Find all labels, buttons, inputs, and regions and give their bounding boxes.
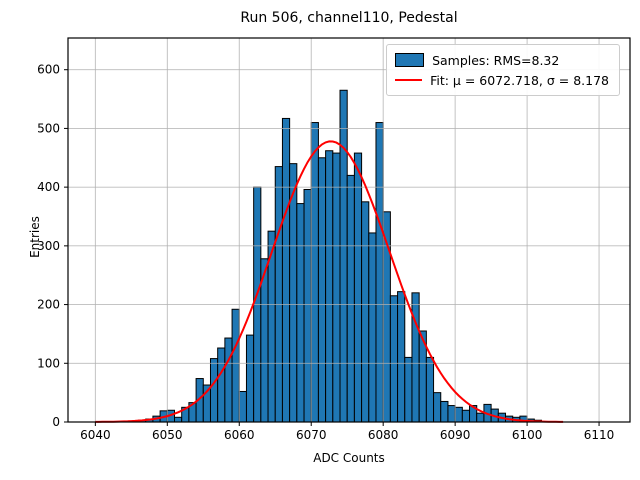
histogram-bar: [209, 358, 219, 423]
samples-swatch-icon: [395, 53, 425, 67]
axes-spines: [67, 37, 631, 423]
histogram-bar: [217, 347, 226, 423]
y-tick-label: 100: [37, 356, 60, 370]
histogram-bar: [303, 188, 312, 423]
chart-title: Run 506, channel110, Pedestal: [240, 10, 458, 26]
histogram-bar: [440, 400, 449, 423]
histogram-bar: [310, 122, 319, 423]
histogram-bar: [447, 405, 456, 423]
histogram-bar: [368, 232, 377, 423]
histogram-bar: [238, 390, 247, 423]
x-tick-label: 6100: [512, 428, 543, 442]
histogram-bar: [339, 89, 348, 423]
x-tick-label: 6060: [224, 428, 255, 442]
x-axis-label: ADC Counts: [313, 451, 385, 465]
histogram-bar: [281, 117, 291, 423]
histogram-bar: [454, 406, 463, 423]
histogram-bar: [476, 412, 485, 423]
legend-samples-label: Samples: RMS=8.32: [432, 52, 560, 68]
legend-entry-fit: Fit: μ = 6072.718, σ = 8.178: [395, 70, 609, 90]
x-tick-label: 6050: [152, 428, 183, 442]
y-tick-label: 200: [37, 298, 60, 312]
legend-entry-samples: Samples: RMS=8.32: [395, 50, 609, 70]
fit-curve: [95, 140, 564, 423]
histogram-bar: [433, 392, 442, 423]
histogram-bar: [231, 308, 240, 423]
histogram-bar: [375, 122, 384, 423]
histogram-bar: [296, 203, 305, 423]
histogram-bar: [389, 295, 399, 423]
y-tick-label: 500: [37, 121, 60, 135]
histogram-bar: [317, 157, 327, 423]
y-tick-label: 600: [37, 63, 60, 77]
legend: Samples: RMS=8.32 Fit: μ = 6072.718, σ =…: [386, 44, 620, 96]
x-tick-label: 6090: [440, 428, 471, 442]
histogram-bar: [174, 416, 183, 423]
y-tick-label: 0: [52, 415, 60, 429]
histogram-bar: [425, 356, 435, 423]
y-tick-label: 400: [37, 180, 60, 194]
histogram-bar: [346, 174, 355, 423]
histogram-bar: [325, 150, 334, 423]
histogram-bar: [353, 152, 363, 423]
histogram-bar: [404, 356, 413, 423]
histogram-bar: [361, 201, 370, 423]
histogram-bar: [332, 152, 341, 423]
histogram-bar: [245, 334, 255, 423]
y-axis-label: Entries: [27, 216, 42, 258]
histogram-bar: [224, 337, 233, 423]
x-tick-label: 6080: [368, 428, 399, 442]
x-tick-label: 6040: [80, 428, 111, 442]
x-tick-label: 6110: [584, 428, 615, 442]
histogram-bar: [411, 292, 420, 423]
legend-fit-label: Fit: μ = 6072.718, σ = 8.178: [430, 72, 609, 88]
fit-line-icon: [395, 79, 423, 81]
histogram-bar: [461, 409, 471, 423]
x-tick-label: 6070: [296, 428, 327, 442]
histogram-bar: [397, 291, 406, 423]
histogram-bar: [274, 166, 283, 423]
histogram-bar: [289, 163, 298, 423]
y-tick-label: 300: [37, 239, 60, 253]
